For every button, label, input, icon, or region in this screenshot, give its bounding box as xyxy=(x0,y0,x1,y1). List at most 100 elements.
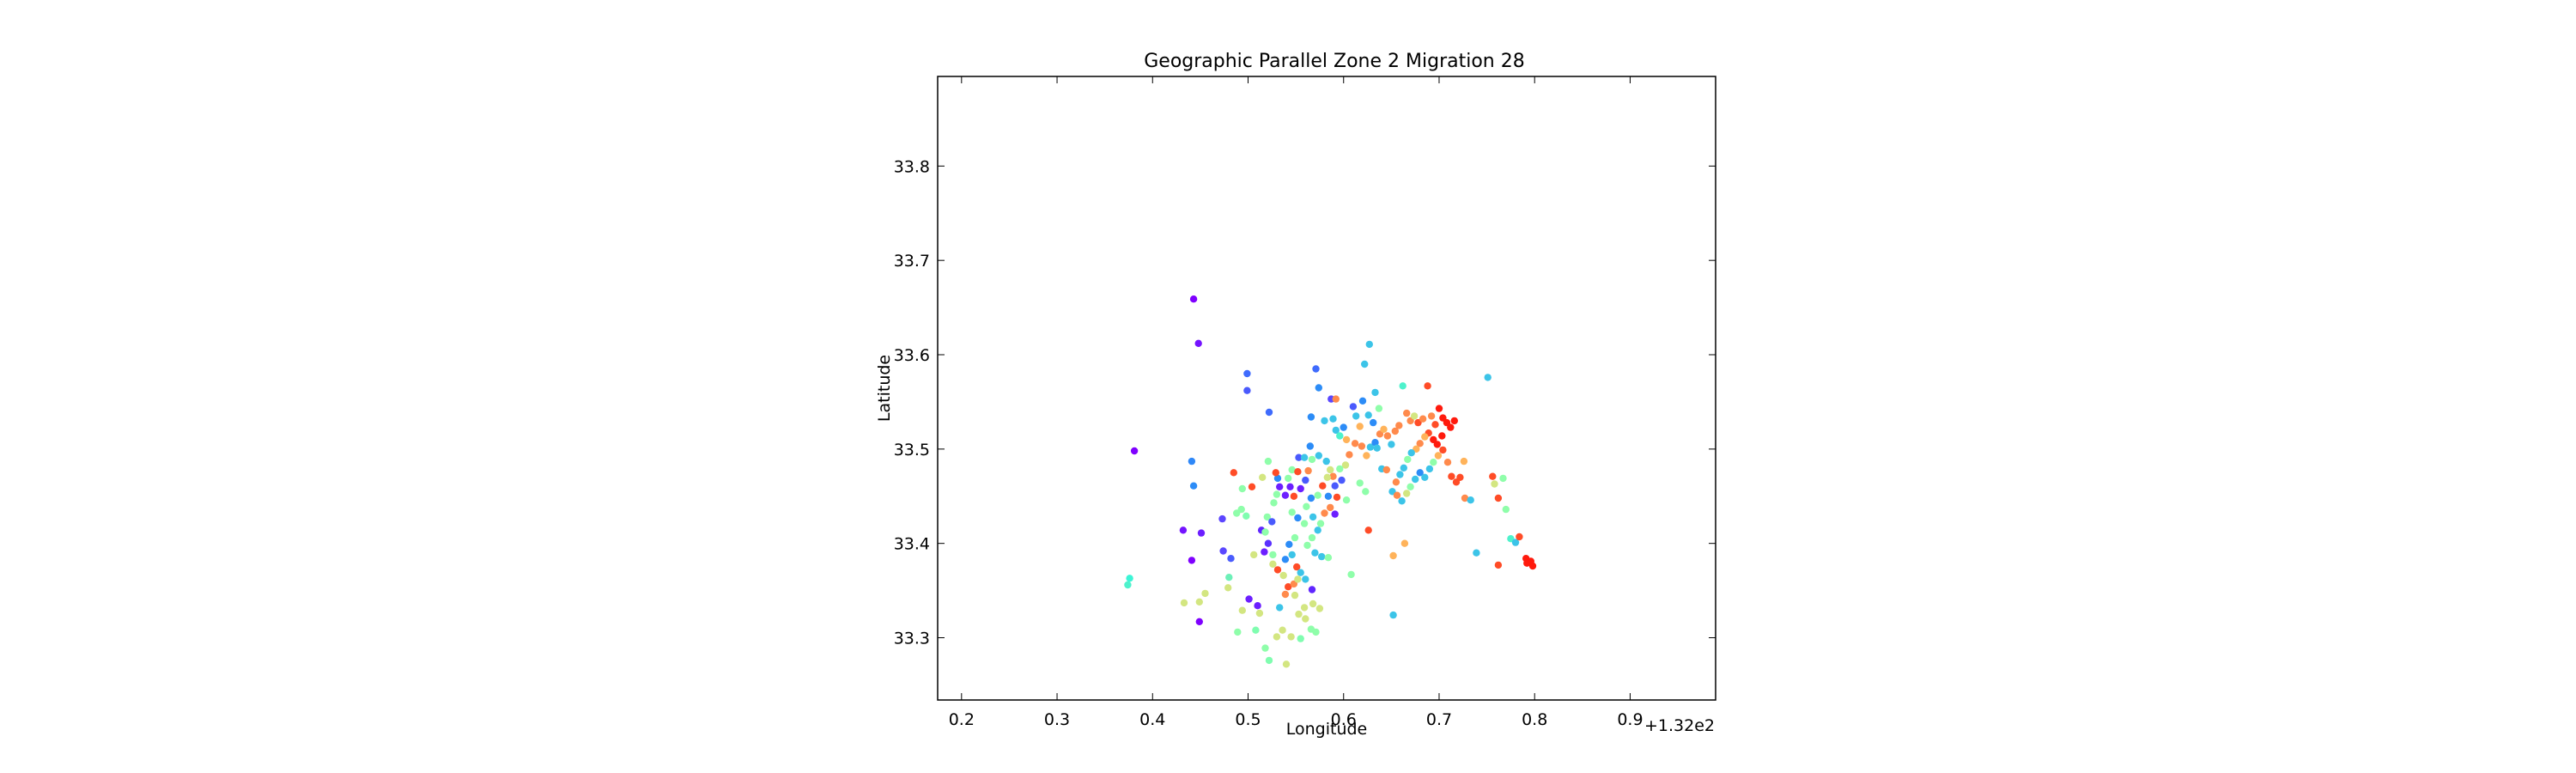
data-point xyxy=(1398,497,1406,505)
data-point xyxy=(1273,474,1282,483)
data-point xyxy=(1421,433,1429,441)
data-point xyxy=(1371,439,1379,447)
x-offset-label: +1.32e2 xyxy=(1644,716,1715,735)
data-point xyxy=(1460,457,1468,466)
y-tick-label: 33.5 xyxy=(894,441,930,460)
data-point xyxy=(1494,494,1503,502)
ticks-layer: 0.2 0.3 0.4 0.5 0.6 0.7 0.8 0.9 33.3 33.4 33.5 33.6… xyxy=(894,76,1716,729)
data-point xyxy=(1234,628,1242,636)
data-point xyxy=(1499,474,1507,483)
data-point xyxy=(1430,459,1437,466)
data-point xyxy=(1218,514,1226,523)
data-point xyxy=(1188,457,1196,466)
data-point xyxy=(1300,604,1309,612)
data-point xyxy=(1227,555,1235,563)
data-point xyxy=(1329,472,1337,480)
data-point xyxy=(1399,382,1406,390)
data-point xyxy=(1300,520,1309,527)
x-tick-label: 0.8 xyxy=(1522,710,1547,729)
points-layer xyxy=(1124,295,1537,668)
data-point xyxy=(1269,551,1277,559)
data-point xyxy=(1230,469,1238,477)
data-point xyxy=(1380,425,1388,433)
data-point xyxy=(1427,412,1436,420)
data-point xyxy=(1351,440,1359,447)
data-point xyxy=(1294,514,1302,522)
data-point xyxy=(1316,520,1325,527)
data-point xyxy=(1179,526,1188,534)
data-point xyxy=(1329,415,1337,423)
data-point xyxy=(1312,628,1320,636)
data-point xyxy=(1356,479,1364,487)
data-point xyxy=(1297,635,1304,642)
data-point xyxy=(1511,539,1520,546)
data-point xyxy=(1272,469,1280,477)
data-point xyxy=(1237,505,1245,514)
data-point xyxy=(1406,483,1414,490)
data-point xyxy=(1318,552,1326,561)
data-point xyxy=(1431,421,1439,429)
data-point xyxy=(1336,432,1344,440)
y-tick-label: 33.6 xyxy=(894,346,930,365)
data-point xyxy=(1294,468,1302,476)
data-point xyxy=(1261,528,1269,536)
data-point xyxy=(1126,575,1133,582)
data-point xyxy=(1297,569,1304,576)
y-tick-label: 33.8 xyxy=(894,157,930,176)
data-point xyxy=(1371,388,1379,397)
data-point xyxy=(1416,440,1424,447)
x-tick-label: 0.2 xyxy=(949,710,975,729)
data-point xyxy=(1308,455,1316,464)
data-point xyxy=(1180,599,1188,607)
data-point xyxy=(1404,455,1412,464)
data-point xyxy=(1259,473,1267,481)
data-point xyxy=(1349,403,1358,411)
data-point xyxy=(1273,633,1281,641)
data-point xyxy=(1286,483,1294,490)
data-point xyxy=(1279,626,1286,634)
x-tick-label: 0.5 xyxy=(1235,710,1261,729)
data-point xyxy=(1243,386,1251,394)
data-point xyxy=(1309,600,1317,608)
data-point xyxy=(1331,482,1339,490)
data-point xyxy=(1261,548,1268,556)
data-point xyxy=(1528,562,1537,570)
chart-title: Geographic Parallel Zone 2 Migration 28 xyxy=(1144,51,1525,72)
data-point xyxy=(1494,561,1503,569)
data-point xyxy=(1412,475,1419,484)
data-point xyxy=(1242,512,1250,520)
data-point xyxy=(1194,339,1202,347)
data-point xyxy=(1315,384,1323,392)
data-point xyxy=(1291,533,1299,542)
data-point xyxy=(1300,453,1309,461)
data-point xyxy=(1189,482,1198,490)
data-point xyxy=(1393,491,1401,499)
data-point xyxy=(1302,575,1309,583)
y-axis-label: Latitude xyxy=(875,355,894,422)
data-point xyxy=(1195,598,1204,606)
data-point xyxy=(1403,409,1411,417)
data-point xyxy=(1189,295,1198,303)
data-point xyxy=(1311,549,1319,557)
data-point xyxy=(1327,466,1334,474)
data-point xyxy=(1276,604,1284,612)
data-point xyxy=(1450,417,1459,425)
data-point xyxy=(1407,449,1415,457)
data-point xyxy=(1363,452,1370,460)
data-point xyxy=(1252,626,1260,634)
data-point xyxy=(1276,483,1284,490)
data-point xyxy=(1424,382,1431,390)
data-point xyxy=(1304,466,1312,475)
data-point xyxy=(1341,461,1350,469)
data-point xyxy=(1303,541,1311,550)
data-point xyxy=(1254,602,1261,610)
data-point xyxy=(1362,488,1370,496)
data-point xyxy=(1130,447,1139,455)
data-point xyxy=(1281,590,1290,599)
x-tick-label: 0.7 xyxy=(1426,710,1452,729)
data-point xyxy=(1435,405,1443,412)
data-point xyxy=(1331,510,1339,518)
y-tick-label: 33.3 xyxy=(894,630,930,648)
data-point xyxy=(1245,595,1253,603)
